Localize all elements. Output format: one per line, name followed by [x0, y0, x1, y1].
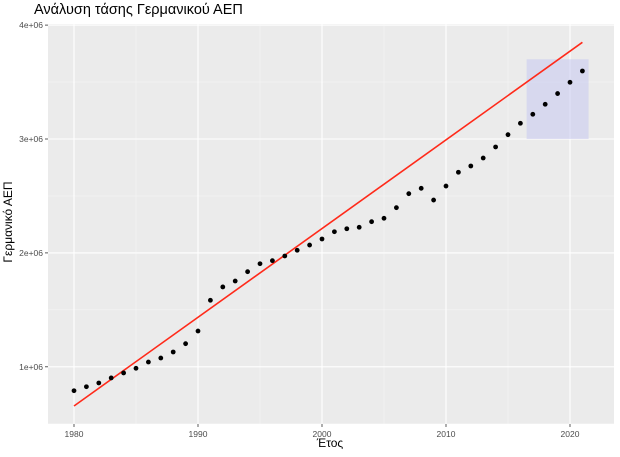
- highlight-rect: [526, 59, 589, 139]
- data-point: [431, 197, 436, 203]
- chart-title: Ανάλυση τάσης Γερμανικού ΑΕΠ: [34, 2, 243, 18]
- data-point: [493, 144, 498, 150]
- data-point: [108, 375, 114, 381]
- data-point: [555, 91, 560, 96]
- data-point: [84, 384, 89, 390]
- data-point: [121, 370, 126, 376]
- data-point: [282, 253, 288, 259]
- data-point: [245, 269, 251, 275]
- data-point: [270, 258, 275, 264]
- y-tick-label: 4e+06: [19, 20, 43, 30]
- major-gridlines: [48, 24, 614, 424]
- data-point: [146, 359, 151, 365]
- data-point: [542, 101, 548, 107]
- data-point: [232, 278, 238, 284]
- data-point: [71, 388, 77, 394]
- x-tick-label: 1980: [65, 429, 84, 439]
- x-tick-label: 2020: [561, 429, 580, 439]
- x-tick-label: 2000: [313, 429, 332, 439]
- data-point: [170, 349, 176, 355]
- data-point: [96, 380, 102, 386]
- data-point: [195, 328, 201, 334]
- y-axis: 1e+06 2e+06 3e+06 4e+06: [19, 20, 48, 372]
- highlight-region: [526, 59, 589, 139]
- data-point: [381, 215, 387, 221]
- data-point: [208, 297, 213, 303]
- data-point: [456, 169, 461, 175]
- data-point: [133, 365, 139, 371]
- data-point: [418, 185, 424, 191]
- data-point: [220, 284, 226, 290]
- x-axis-label: Έτος: [316, 436, 344, 450]
- trend-line: [73, 41, 583, 407]
- trend-line-path: [73, 41, 583, 407]
- data-point: [307, 242, 312, 248]
- data-point: [518, 120, 523, 126]
- x-tick-label: 1990: [189, 429, 208, 439]
- data-points: [71, 68, 585, 394]
- data-point: [158, 355, 164, 361]
- data-point: [369, 219, 374, 225]
- x-axis: 1980 1990 2000 2010 2020: [65, 424, 580, 439]
- data-point: [580, 68, 585, 74]
- data-point: [344, 226, 350, 232]
- data-point: [468, 163, 474, 169]
- data-point: [567, 79, 573, 85]
- y-tick-label: 3e+06: [19, 134, 43, 144]
- data-point: [319, 236, 325, 242]
- data-point: [480, 155, 486, 161]
- data-point: [257, 261, 263, 267]
- x-tick-label: 2010: [437, 429, 456, 439]
- y-tick-label: 2e+06: [19, 248, 43, 258]
- data-point: [183, 341, 189, 347]
- data-point: [406, 191, 412, 197]
- y-tick-label: 1e+06: [19, 362, 43, 372]
- data-point: [505, 132, 511, 138]
- data-point: [332, 229, 337, 235]
- data-point: [443, 183, 449, 189]
- data-point: [530, 111, 536, 117]
- data-point: [394, 205, 399, 211]
- minor-gridlines: [48, 24, 614, 425]
- data-point: [356, 224, 362, 230]
- data-point: [294, 247, 300, 253]
